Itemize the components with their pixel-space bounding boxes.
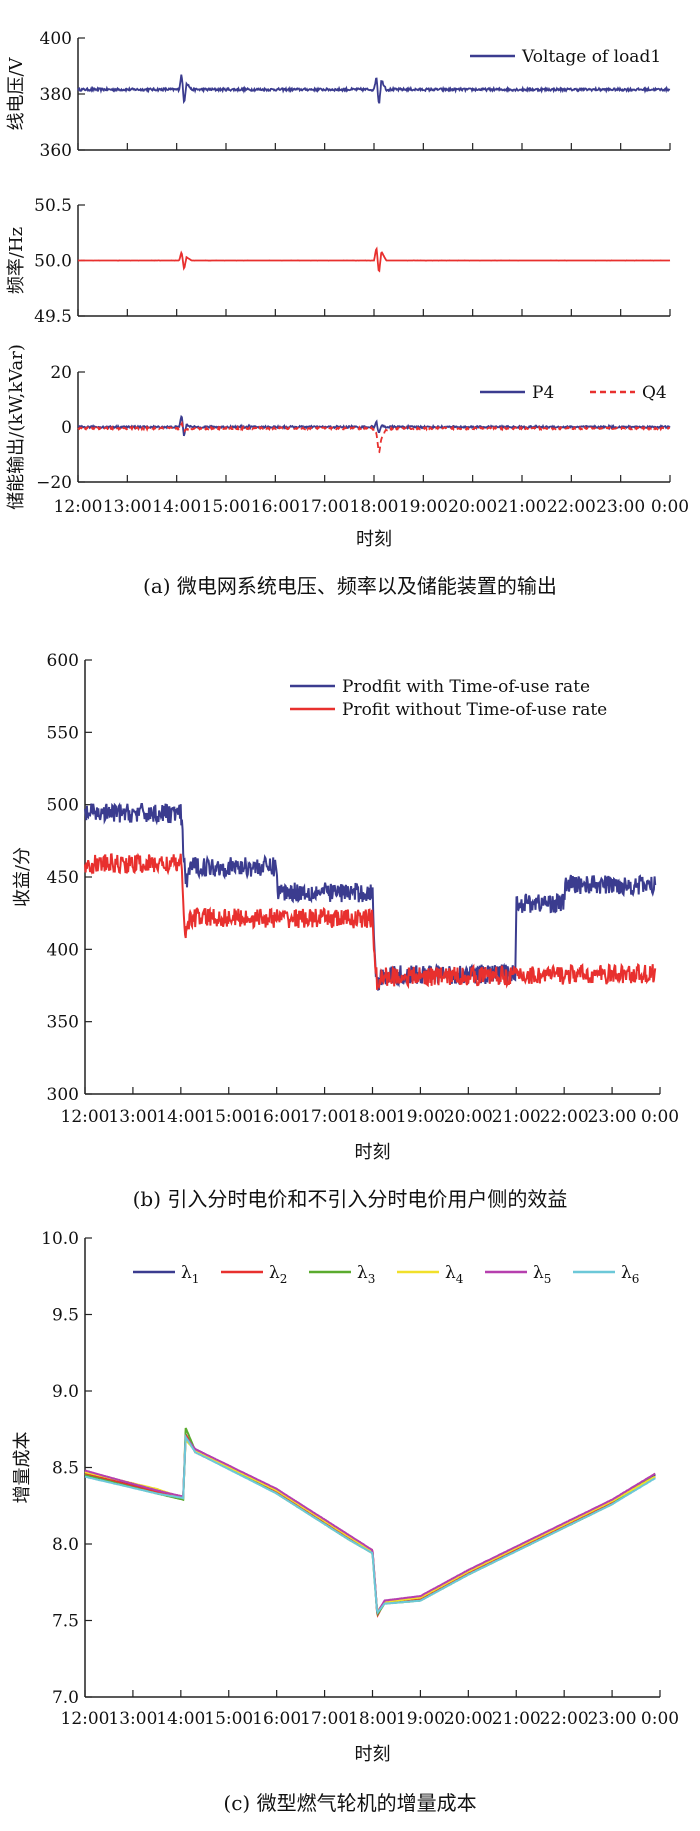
x-tick-label: 13:00 [103,497,152,517]
series-line-1 [84,802,657,991]
x-tick-label: 21:00 [492,1709,541,1729]
legend-label: λ3 [357,1263,375,1286]
series-line-1 [77,246,671,273]
x-axis-label: 时刻 [355,1744,391,1765]
series-line-1 [77,74,671,105]
y-tick-label: 10.0 [41,1229,79,1249]
series-line-2 [84,852,657,990]
x-tick-label: 22:00 [540,1107,589,1127]
legend-label: λ6 [621,1263,639,1286]
x-tick-label: 19:00 [399,497,448,517]
y-tick-label: 8.0 [52,1535,79,1555]
legend-label: λ1 [181,1263,199,1286]
x-tick-label: 16:00 [252,1107,301,1127]
y-tick-label: 300 [47,1085,79,1105]
x-tick-label: 22:00 [547,497,596,517]
legend-label: λ2 [269,1263,287,1286]
legend-label: P4 [532,383,554,403]
y-tick-label: 600 [47,651,79,671]
x-tick-label: 15:00 [204,1709,253,1729]
panel-4: 600 550 500 450 400 350 30012:0013:0014:0015:0… [12,651,679,1163]
y-axis-label: 收益/分 [12,847,33,907]
y-tick-label: 380 [40,85,72,105]
x-tick-label: 20:00 [448,497,497,517]
y-tick-label: 8.5 [52,1459,79,1479]
x-tick-label: 14:00 [156,1709,205,1729]
x-tick-label: 17:00 [300,497,349,517]
x-tick-label: 12:00 [61,1107,110,1127]
y-tick-label: 50.5 [34,196,72,216]
x-tick-label: 14:00 [156,1107,205,1127]
x-tick-label: 18:00 [350,497,399,517]
x-tick-label: 18:00 [348,1709,397,1729]
x-tick-label: 16:00 [251,497,300,517]
y-axis-label: 储能输出/(kW,kVar) [6,344,27,510]
x-tick-label: 17:00 [300,1709,349,1729]
y-tick-label: −20 [36,473,72,493]
x-tick-label: 12:00 [54,497,103,517]
x-tick-label: 21:00 [492,1107,541,1127]
x-tick-label: 21:00 [498,497,547,517]
legend-label: Q4 [642,383,667,403]
series-line-5 [84,1434,656,1615]
y-tick-label: 7.5 [52,1612,79,1632]
y-tick-label: 7.0 [52,1688,79,1708]
panel-5: 10.0 9.5 9.0 8.5 8.0 7.5 7.012:0013:0014:0015:… [12,1229,679,1765]
x-tick-label: 22:00 [540,1709,589,1729]
x-tick-label: 0:00 [641,1107,679,1127]
x-tick-label: 15:00 [202,497,251,517]
panel-3: 20 0 −20 12:00 13:00 14:00 15:00 16:00 17:00 18:0… [6,344,689,550]
x-tick-label: 15:00 [204,1107,253,1127]
x-tick-label: 0:00 [641,1709,679,1729]
x-tick-label: 0:00 [651,497,689,517]
series-line-6 [84,1433,656,1615]
caption-c: (c) 微型燃气轮机的增量成本 [223,1791,476,1815]
legend-label: λ4 [445,1263,464,1286]
y-tick-label: 500 [47,796,79,816]
y-tick-label: 400 [40,29,72,49]
panel-2: 50.5 50.0 49.5 频率/Hz [6,196,671,327]
x-tick-label: 23:00 [588,1709,637,1729]
y-axis-label: 频率/Hz [6,227,27,294]
x-tick-label: 19:00 [396,1709,445,1729]
y-axis-label: 增量成本 [12,1432,33,1504]
y-tick-label: 400 [47,940,79,960]
legend-label: Voltage of load1 [521,47,661,67]
y-tick-label: 49.5 [34,307,72,327]
y-tick-label: 550 [47,723,79,743]
x-tick-label: 20:00 [444,1107,493,1127]
x-tick-label: 18:00 [348,1107,397,1127]
x-tick-label: 17:00 [300,1107,349,1127]
y-tick-label: 450 [47,868,79,888]
y-tick-label: 350 [47,1013,79,1033]
y-tick-label: 20 [50,363,72,383]
series-line-2 [77,420,670,454]
y-tick-label: 360 [40,141,72,161]
series-line-1 [77,414,671,437]
caption-a: (a) 微电网系统电压、频率以及储能装置的输出 [143,574,557,598]
x-tick-label: 23:00 [588,1107,637,1127]
x-tick-label: 23:00 [596,497,645,517]
x-tick-label: 16:00 [252,1709,301,1729]
y-tick-label: 0 [61,418,72,438]
y-tick-label: 50.0 [34,252,72,272]
x-axis-label: 时刻 [356,529,392,550]
panel-1: 400 380 360 线电压/V Voltage of load1 [6,29,671,161]
x-tick-label: 14:00 [152,497,201,517]
x-tick-label: 20:00 [444,1709,493,1729]
x-tick-label: 13:00 [108,1709,157,1729]
legend-label: Profit without Time-of-use rate [342,700,607,720]
y-tick-label: 9.0 [52,1382,79,1402]
x-tick-label: 19:00 [396,1107,445,1127]
caption-b: (b) 引入分时电价和不引入分时电价用户侧的效益 [133,1187,568,1211]
y-tick-label: 9.5 [52,1306,79,1326]
x-tick-label: 13:00 [108,1107,157,1127]
y-axis-label: 线电压/V [6,56,27,130]
x-axis-label: 时刻 [355,1142,391,1163]
x-tick-label: 12:00 [61,1709,110,1729]
legend-label: λ5 [533,1263,551,1286]
legend-label: Prodfit with Time-of-use rate [342,677,590,697]
